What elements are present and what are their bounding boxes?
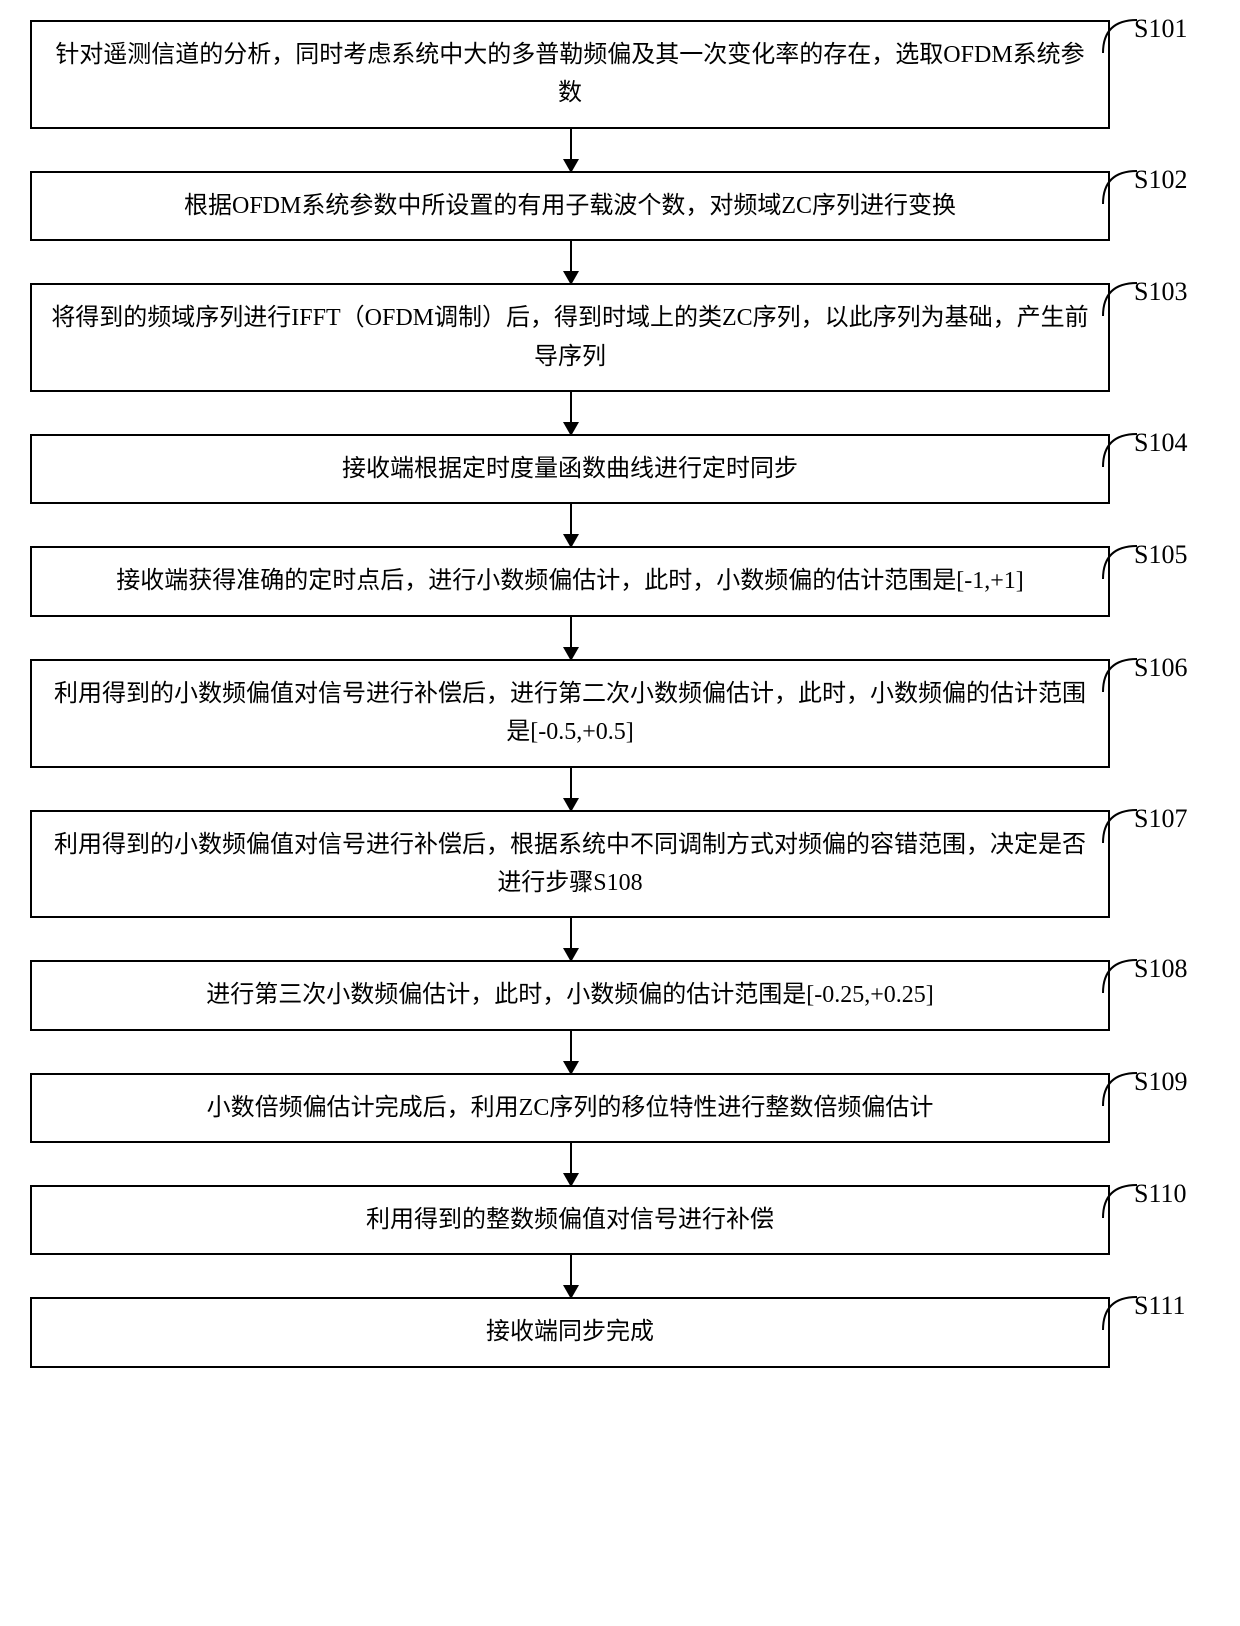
connector-curve-icon [1102, 808, 1138, 844]
connector-curve-icon [1102, 958, 1138, 994]
label-wrap: S105 [1110, 546, 1230, 586]
connector-curve-icon [1102, 657, 1138, 693]
step-row: 利用得到的小数频偏值对信号进行补偿后，根据系统中不同调制方式对频偏的容错范围，决… [10, 810, 1230, 919]
step-text: 利用得到的小数频偏值对信号进行补偿后，根据系统中不同调制方式对频偏的容错范围，决… [48, 826, 1092, 903]
step-box-s104: 接收端根据定时度量函数曲线进行定时同步 [30, 434, 1110, 504]
step-label: S108 [1134, 954, 1187, 984]
step-row: 接收端根据定时度量函数曲线进行定时同步 S104 [10, 434, 1230, 504]
step-text: 进行第三次小数频偏估计，此时，小数频偏的估计范围是[-0.25,+0.25] [206, 976, 934, 1014]
step-label: S109 [1134, 1067, 1187, 1097]
step-label: S111 [1134, 1291, 1186, 1321]
arrow-down-icon [570, 504, 572, 546]
arrow-down-icon [570, 1031, 572, 1073]
connector-curve-icon [1102, 1071, 1138, 1107]
step-label: S107 [1134, 804, 1187, 834]
step-text: 接收端同步完成 [486, 1313, 654, 1351]
step-row: 根据OFDM系统参数中所设置的有用子载波个数，对频域ZC序列进行变换 S102 [10, 171, 1230, 241]
label-wrap: S104 [1110, 434, 1230, 474]
step-text: 接收端根据定时度量函数曲线进行定时同步 [342, 450, 798, 488]
arrow-down-icon [570, 617, 572, 659]
label-wrap: S111 [1110, 1297, 1230, 1337]
connector-curve-icon [1102, 18, 1138, 54]
step-text: 将得到的频域序列进行IFFT（OFDM调制）后，得到时域上的类ZC序列，以此序列… [48, 299, 1092, 376]
label-wrap: S103 [1110, 283, 1230, 323]
label-wrap: S109 [1110, 1073, 1230, 1113]
arrow-down-icon [570, 241, 572, 283]
connector-curve-icon [1102, 169, 1138, 205]
step-text: 小数倍频偏估计完成后，利用ZC序列的移位特性进行整数倍频偏估计 [207, 1089, 934, 1127]
step-box-s106: 利用得到的小数频偏值对信号进行补偿后，进行第二次小数频偏估计，此时，小数频偏的估… [30, 659, 1110, 768]
label-wrap: S107 [1110, 810, 1230, 850]
step-label: S102 [1134, 165, 1187, 195]
arrow-down-icon [570, 392, 572, 434]
arrow-down-icon [570, 918, 572, 960]
arrow-down-icon [570, 129, 572, 171]
step-row: 将得到的频域序列进行IFFT（OFDM调制）后，得到时域上的类ZC序列，以此序列… [10, 283, 1230, 392]
step-box-s103: 将得到的频域序列进行IFFT（OFDM调制）后，得到时域上的类ZC序列，以此序列… [30, 283, 1110, 392]
connector-curve-icon [1102, 1295, 1138, 1331]
step-row: 利用得到的小数频偏值对信号进行补偿后，进行第二次小数频偏估计，此时，小数频偏的估… [10, 659, 1230, 768]
step-label: S101 [1134, 14, 1187, 44]
connector-curve-icon [1102, 544, 1138, 580]
step-text: 接收端获得准确的定时点后，进行小数频偏估计，此时，小数频偏的估计范围是[-1,+… [116, 562, 1024, 600]
step-box-s108: 进行第三次小数频偏估计，此时，小数频偏的估计范围是[-0.25,+0.25] [30, 960, 1110, 1030]
step-label: S103 [1134, 277, 1187, 307]
step-box-s107: 利用得到的小数频偏值对信号进行补偿后，根据系统中不同调制方式对频偏的容错范围，决… [30, 810, 1110, 919]
arrow-down-icon [570, 1143, 572, 1185]
step-text: 根据OFDM系统参数中所设置的有用子载波个数，对频域ZC序列进行变换 [184, 187, 956, 225]
step-row: 接收端获得准确的定时点后，进行小数频偏估计，此时，小数频偏的估计范围是[-1,+… [10, 546, 1230, 616]
step-box-s102: 根据OFDM系统参数中所设置的有用子载波个数，对频域ZC序列进行变换 [30, 171, 1110, 241]
label-wrap: S108 [1110, 960, 1230, 1000]
step-box-s101: 针对遥测信道的分析，同时考虑系统中大的多普勒频偏及其一次变化率的存在，选取OFD… [30, 20, 1110, 129]
arrow-down-icon [570, 768, 572, 810]
step-text: 利用得到的整数频偏值对信号进行补偿 [366, 1201, 774, 1239]
step-row: 进行第三次小数频偏估计，此时，小数频偏的估计范围是[-0.25,+0.25] S… [10, 960, 1230, 1030]
label-wrap: S102 [1110, 171, 1230, 211]
step-label: S110 [1134, 1179, 1187, 1209]
step-box-s109: 小数倍频偏估计完成后，利用ZC序列的移位特性进行整数倍频偏估计 [30, 1073, 1110, 1143]
step-row: 接收端同步完成 S111 [10, 1297, 1230, 1367]
step-box-s110: 利用得到的整数频偏值对信号进行补偿 [30, 1185, 1110, 1255]
label-wrap: S110 [1110, 1185, 1230, 1225]
step-text: 利用得到的小数频偏值对信号进行补偿后，进行第二次小数频偏估计，此时，小数频偏的估… [48, 675, 1092, 752]
label-wrap: S101 [1110, 20, 1230, 60]
step-label: S106 [1134, 653, 1187, 683]
flowchart-container: 针对遥测信道的分析，同时考虑系统中大的多普勒频偏及其一次变化率的存在，选取OFD… [10, 20, 1230, 1368]
connector-curve-icon [1102, 281, 1138, 317]
step-row: 针对遥测信道的分析，同时考虑系统中大的多普勒频偏及其一次变化率的存在，选取OFD… [10, 20, 1230, 129]
step-row: 利用得到的整数频偏值对信号进行补偿 S110 [10, 1185, 1230, 1255]
step-label: S104 [1134, 428, 1187, 458]
step-label: S105 [1134, 540, 1187, 570]
connector-curve-icon [1102, 1183, 1138, 1219]
connector-curve-icon [1102, 432, 1138, 468]
label-wrap: S106 [1110, 659, 1230, 699]
step-box-s105: 接收端获得准确的定时点后，进行小数频偏估计，此时，小数频偏的估计范围是[-1,+… [30, 546, 1110, 616]
step-text: 针对遥测信道的分析，同时考虑系统中大的多普勒频偏及其一次变化率的存在，选取OFD… [48, 36, 1092, 113]
arrow-down-icon [570, 1255, 572, 1297]
step-row: 小数倍频偏估计完成后，利用ZC序列的移位特性进行整数倍频偏估计 S109 [10, 1073, 1230, 1143]
step-box-s111: 接收端同步完成 [30, 1297, 1110, 1367]
